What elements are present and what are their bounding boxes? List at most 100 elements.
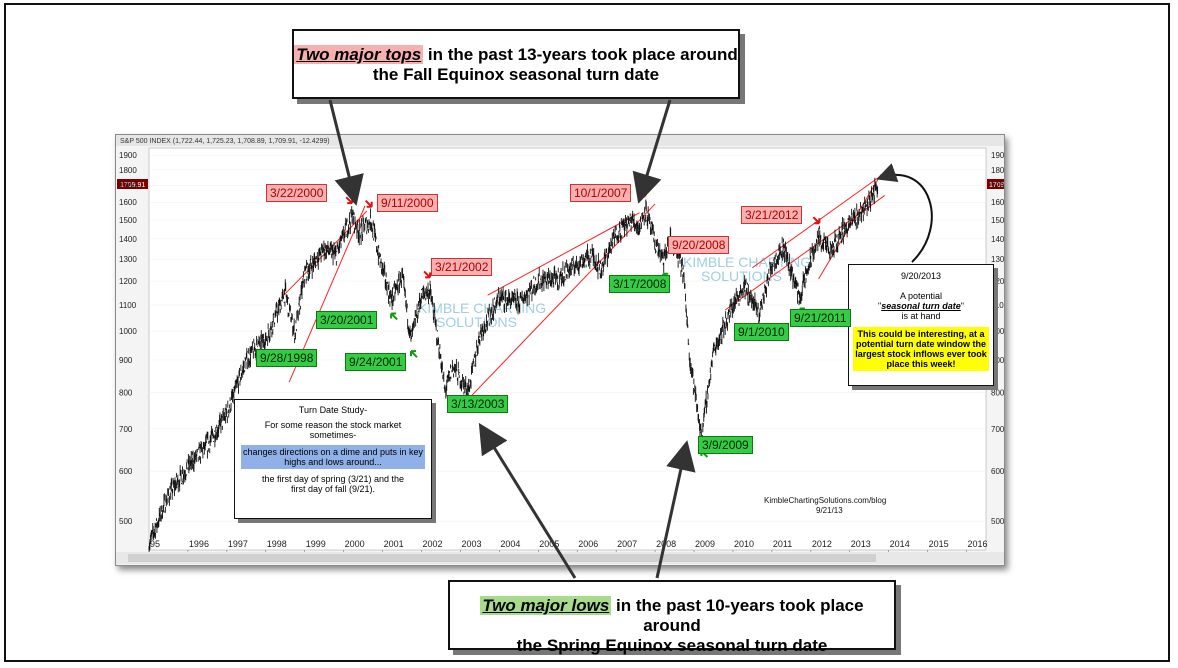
y-tick-left: 1000 [119, 327, 137, 336]
y-tick-left: 1600 [119, 198, 137, 207]
top-marker [423, 270, 432, 279]
y-tick-left: 1700 [119, 182, 137, 191]
watermark: KIMBLE CHARTING SOLUTIONS KIMBLE CHARTIN… [418, 254, 811, 330]
y-tick-left: 1800 [119, 166, 137, 175]
y-tick-right: 800 [991, 388, 1004, 397]
note-emphasis: seasonal turn date [881, 301, 961, 311]
x-tick-label: 2005 [539, 539, 559, 549]
note-date: 9/20/2013 [900, 271, 942, 281]
study-title: Turn Date Study- [298, 405, 368, 415]
x-tick-label: 1996 [189, 539, 209, 549]
low-label-5: 3/17/2008 [609, 275, 671, 293]
note-highlight: This could be interesting, at a potentia… [853, 327, 989, 371]
turn-date-study-box: Turn Date Study- For some reason the sto… [234, 399, 432, 519]
y-tick-right: 1300 [991, 255, 1004, 264]
top-label-3: 3/21/2002 [431, 258, 493, 276]
price-series [148, 177, 879, 555]
low-label-3: 9/24/2001 [345, 353, 407, 371]
seasonal-note-box: 9/20/2013 A potential "seasonal turn dat… [848, 264, 994, 386]
top-marker [812, 216, 821, 225]
y-tick-right: 500 [991, 517, 1004, 526]
x-tick-label: 2016 [968, 539, 988, 549]
low-label-1: 9/28/1998 [256, 349, 318, 367]
callout-tops-highlight: Two major tops [294, 45, 424, 64]
y-axis-left: 500 600 700 800 900 1000 1100 1200 1300 1400 1500 1… [119, 151, 137, 526]
y-tick-left: 1400 [119, 235, 137, 244]
low-label-2: 3/20/2001 [316, 311, 378, 329]
callout-lows: Two major lows in the past 10-years took… [448, 580, 896, 655]
trendline [487, 212, 640, 296]
top-label-5: 9/20/2008 [668, 236, 730, 254]
x-tick-label: 2011 [773, 539, 792, 549]
y-tick-left: 600 [119, 467, 133, 476]
arrow-to-2000-top [328, 99, 364, 206]
note-line1: A potential [899, 291, 943, 301]
top-label-4: 10/1/2007 [570, 184, 632, 202]
x-tick-label: 1997 [228, 539, 248, 549]
x-tick-label: 2002 [423, 539, 443, 549]
arrow-to-2003-low [478, 422, 577, 579]
x-tick-label: 2012 [812, 539, 832, 549]
callout-tops: Two major tops in the past 13-years took… [292, 29, 740, 99]
y-tick-left: 500 [119, 517, 133, 526]
y-tick-right: 900 [991, 356, 1004, 365]
y-tick-right: 1000 [991, 327, 1004, 336]
study-text: For some reason the stock market sometim… [264, 420, 402, 440]
low-label-6: 3/9/2009 [698, 436, 753, 454]
x-tick-label: 2014 [890, 539, 910, 549]
arrow-to-2009-low [655, 440, 696, 579]
study-footer: the first day of spring (3/21) and the f… [261, 474, 405, 494]
y-tick-left: 1500 [119, 216, 137, 225]
price-tag-right-text: 1709.91 [989, 182, 1004, 189]
callout-lows-line2: the Spring Equinox seasonal turn date [516, 636, 828, 655]
low-label-8: 9/21/2011 [790, 309, 851, 327]
arrow-to-2007-top [632, 99, 672, 204]
price-tag-left-text: 1709.91 [120, 182, 145, 189]
watermark-line2: SOLUTIONS [436, 314, 517, 330]
y-tick-right: 1800 [991, 166, 1004, 175]
y-tick-right: 700 [991, 425, 1004, 434]
watermark-line2-b: SOLUTIONS [701, 268, 782, 284]
x-tick-label: 2004 [500, 539, 520, 549]
x-tick-label: 2001 [384, 539, 404, 549]
price-tag-left [117, 179, 148, 189]
callout-tops-line2: the Fall Equinox seasonal turn date [372, 65, 660, 84]
x-tick-label: 2009 [695, 539, 715, 549]
y-tick-right: 1500 [991, 216, 1004, 225]
x-tick-label: 2007 [617, 539, 637, 549]
x-tick-label: 2006 [578, 539, 598, 549]
page-frame [4, 3, 1170, 662]
study-highlight: changes directions on a dime and puts in… [241, 445, 425, 469]
low-marker [390, 312, 398, 321]
y-tick-left: 1300 [119, 255, 137, 264]
credit-site: KimbleChartingSolutions.com/blog [764, 496, 886, 505]
x-tick-label: 95 [150, 539, 160, 549]
x-tick-label: 2015 [929, 539, 949, 549]
y-axis-right: 500 600 700 800 900 1000 1100 1200 1300 1400 1500 1… [991, 151, 1004, 526]
x-tick-label: 2003 [461, 539, 481, 549]
x-axis: 95 1996 1997 1998 1999 2000 2001 2002 2003 2004 20… [148, 539, 988, 553]
low-label-4: 3/13/2003 [447, 395, 509, 413]
low-label-7: 9/1/2010 [734, 323, 789, 341]
price-tag-right [987, 179, 1004, 189]
y-tick-left: 1900 [119, 151, 137, 160]
top-label-6: 3/21/2012 [741, 206, 803, 224]
x-tick-label: 2013 [851, 539, 871, 549]
callout-lows-rest: in the past 10-years took place around [611, 596, 864, 635]
x-tick-label: 1998 [267, 539, 287, 549]
y-tick-left: 800 [119, 388, 133, 397]
trendline [467, 203, 656, 400]
note-line2: "seasonal turn date" [849, 301, 993, 311]
y-tick-left: 700 [119, 425, 133, 434]
y-tick-left: 900 [119, 356, 133, 365]
x-tick-label: 2000 [345, 539, 365, 549]
watermark-line1: KIMBLE CHARTING [418, 300, 546, 316]
scrollbar-thumb[interactable] [128, 554, 876, 562]
note-quote-close: " [960, 301, 964, 311]
y-tick-left: 1100 [119, 301, 137, 310]
y-tick-right: 1400 [991, 235, 1004, 244]
chart-header-bar [116, 135, 1004, 146]
y-tick-right: 1700 [991, 182, 1004, 191]
y-tick-right: 1200 [991, 277, 1004, 286]
